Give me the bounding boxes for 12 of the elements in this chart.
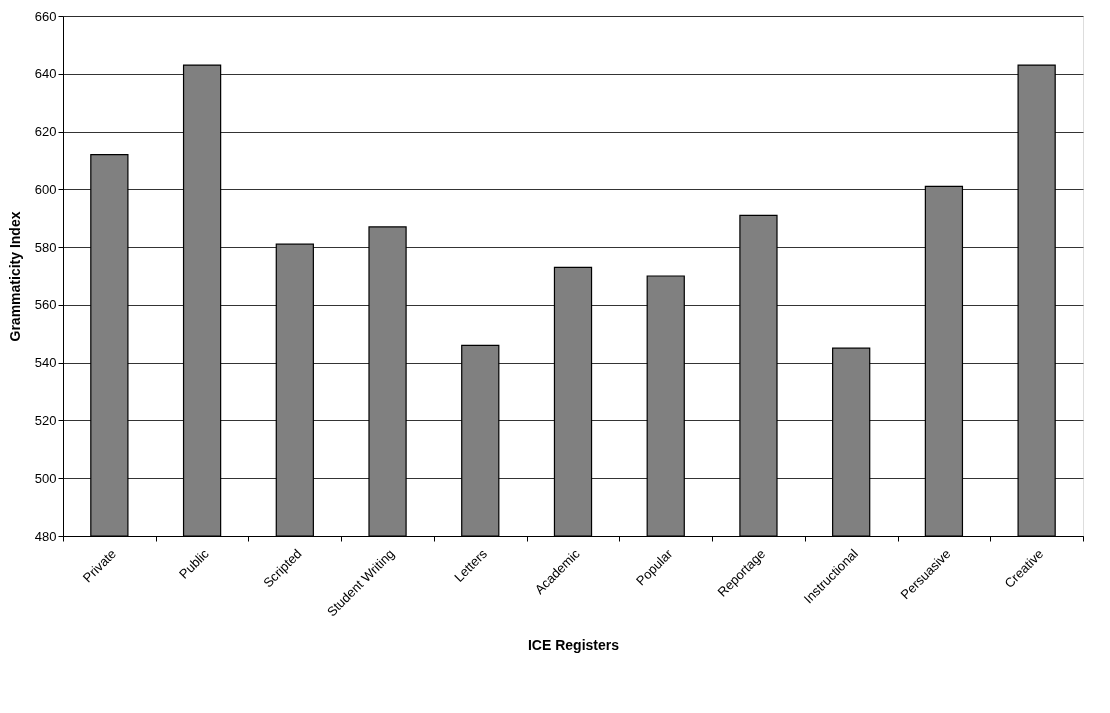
- y-tick-label: 640: [34, 66, 57, 82]
- y-tick-label: 500: [34, 470, 57, 486]
- y-tick-label: 560: [34, 297, 57, 313]
- y-tick-label: 480: [34, 528, 57, 544]
- y-tick-label: 540: [34, 355, 57, 371]
- y-tick-label: 580: [34, 239, 57, 255]
- y-tick-label: 520: [34, 412, 57, 428]
- y-axis-title: Grammaticity Index: [6, 211, 23, 342]
- y-tick-label: 620: [34, 124, 57, 140]
- x-axis-title: ICE Registers: [527, 637, 620, 654]
- y-tick-label: 600: [34, 181, 57, 197]
- y-tick-label: 660: [34, 8, 57, 24]
